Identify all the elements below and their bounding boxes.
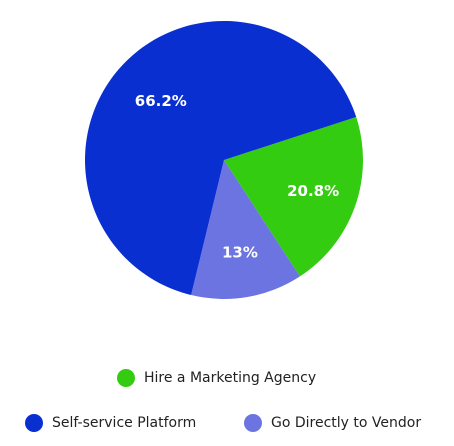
pie-slice [191,160,300,299]
legend-label: Hire a Marketing Agency [144,370,316,386]
value-label: 20.8% [287,182,339,200]
pie-slice [85,21,357,296]
value-label: 13% [222,244,258,262]
legend-label: Self-service Platform [52,415,196,431]
value-label: 66.2% [135,92,187,110]
legend-label: Go Directly to Vendor [271,415,421,431]
legend-marker [25,414,43,432]
pie-slice [224,117,364,277]
legend-marker [117,369,135,387]
legend-marker [244,414,262,432]
